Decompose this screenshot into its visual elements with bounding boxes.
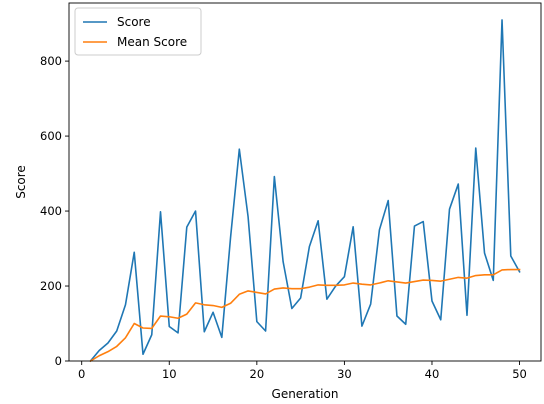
series-lines [89,19,521,363]
axes-frame [68,2,542,362]
y-tick-label: 200 [40,279,62,293]
plot-background [69,3,541,361]
x-tick-label: 30 [337,367,352,381]
axes [68,2,542,362]
x-tick-label: 10 [162,367,177,381]
legend: Score Mean Score [74,7,202,56]
series-line-mean-score [89,268,521,363]
y-tick-label: 0 [55,354,62,368]
legend-label: Score [117,15,151,29]
x-tick-label: 20 [250,367,265,381]
legend-label: Mean Score [117,35,187,49]
y-axis-label: Score [14,165,28,199]
plot-area [69,3,541,361]
x-tick-label: 50 [512,367,527,381]
ticks: 0 10 20 30 40 50 0 200 400 600 800 [40,54,527,381]
x-tick-label: 0 [78,367,85,381]
legend-box [74,7,202,56]
y-tick-label: 400 [40,204,62,218]
series-line-score [89,19,521,363]
x-tick-label: 40 [425,367,440,381]
x-axis-label: Generation [272,387,339,401]
y-tick-label: 800 [40,54,62,68]
y-tick-label: 600 [40,129,62,143]
